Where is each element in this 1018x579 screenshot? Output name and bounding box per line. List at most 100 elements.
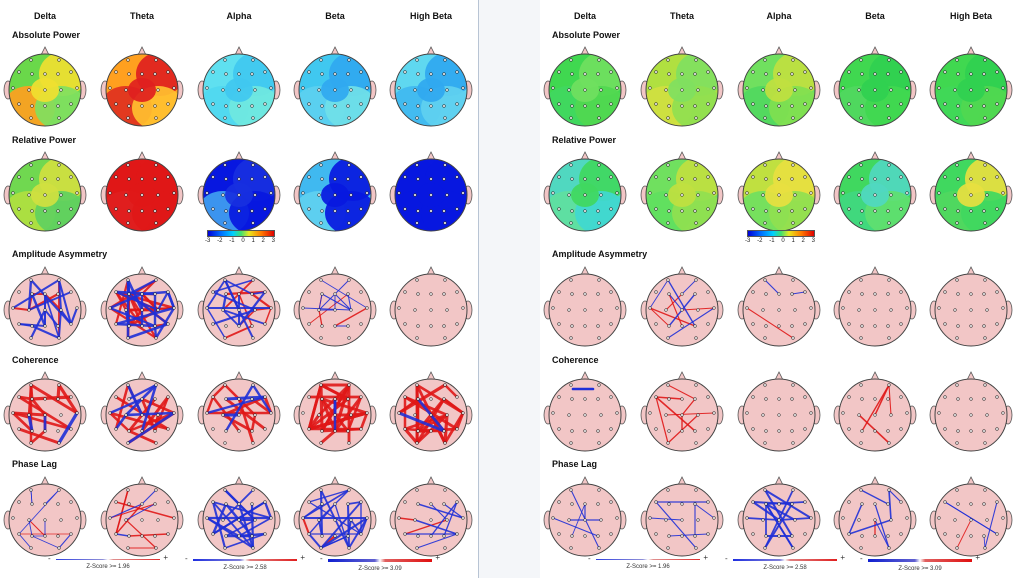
electrode: [841, 306, 845, 310]
head-svg: [543, 371, 627, 452]
connection-line: [319, 488, 324, 538]
head-alpha-coh: [197, 367, 281, 461]
electrode: [205, 191, 209, 195]
electrode: [43, 72, 47, 76]
electrode: [56, 429, 60, 433]
electrode: [403, 322, 407, 326]
electrode: [126, 336, 130, 340]
colorbar-ticks: -3 -2 -1 0 1 2 3: [205, 238, 275, 244]
connection-line: [764, 279, 780, 295]
electrode: [557, 102, 561, 106]
electrode: [43, 413, 47, 417]
electrode: [307, 175, 311, 179]
electrode: [43, 193, 47, 197]
electrode: [442, 104, 446, 108]
electrode: [859, 221, 863, 225]
electrode: [955, 278, 959, 282]
connection-line: [11, 411, 73, 431]
scalp-outline: [742, 483, 816, 557]
electrode: [841, 191, 845, 195]
electrode: [995, 207, 999, 211]
connection-line: [128, 533, 169, 537]
electrode: [320, 502, 324, 506]
head-svg: [737, 46, 821, 127]
electrode: [156, 308, 160, 312]
head-theta-coh: [640, 367, 724, 461]
electrode: [251, 163, 255, 167]
electrode: [319, 546, 323, 550]
electrode: [745, 516, 749, 520]
electrode: [333, 104, 337, 108]
electrode: [889, 193, 893, 197]
electrode: [666, 116, 670, 120]
electrode: [221, 413, 225, 417]
connection-line: [30, 395, 73, 401]
scalp-outline: [105, 483, 179, 557]
band-header-beta: Beta: [325, 11, 345, 21]
head-svg: [293, 371, 377, 452]
electrode: [873, 104, 877, 108]
electrode: [905, 86, 909, 90]
electrode: [346, 177, 350, 181]
electrode: [307, 532, 311, 536]
electrode: [985, 308, 989, 312]
electrode: [648, 516, 652, 520]
legend-line: - +: [185, 553, 305, 563]
electrode: [596, 429, 600, 433]
electrode: [790, 177, 794, 181]
electrode: [886, 397, 890, 401]
electrode: [30, 324, 34, 328]
electrode: [346, 429, 350, 433]
row-label-coherence: Coherence: [12, 355, 59, 365]
connection-line: [791, 291, 806, 295]
report-right: Delta Theta Alpha Beta High Beta Absolute Pow…: [540, 0, 1018, 578]
legend-plus: +: [840, 553, 845, 562]
electrode: [319, 58, 323, 62]
head-svg: [100, 151, 184, 232]
electrode: [221, 308, 225, 312]
electrode: [694, 546, 698, 550]
electrode: [567, 88, 571, 92]
electrode: [847, 427, 851, 431]
electrode: [667, 397, 671, 401]
electrode: [250, 429, 254, 433]
electrode: [847, 290, 851, 294]
electrode: [75, 411, 79, 415]
electrode: [596, 397, 600, 401]
scalp-outline: [298, 158, 372, 232]
head-svg: [929, 266, 1013, 347]
connection-line: [237, 502, 255, 550]
electrode: [763, 546, 767, 550]
electrode: [680, 308, 684, 312]
electrode: [1001, 411, 1005, 415]
connection-line: [224, 395, 267, 401]
electrode: [583, 193, 587, 197]
electrode: [250, 502, 254, 506]
electrode: [803, 322, 807, 326]
electrode: [211, 207, 215, 211]
electrode: [654, 207, 658, 211]
band-header-beta: Beta: [865, 11, 885, 21]
electrode: [153, 429, 157, 433]
electrode: [250, 534, 254, 538]
electrode: [899, 207, 903, 211]
legend-plus: +: [300, 553, 305, 562]
electrode: [899, 395, 903, 399]
head-theta-phase: [100, 472, 184, 566]
electrode: [126, 163, 130, 167]
electrode: [899, 500, 903, 504]
electrode: [224, 397, 228, 401]
electrode: [886, 502, 890, 506]
head-beta-absolute: [833, 42, 917, 136]
electrode: [615, 191, 619, 195]
electrode: [680, 72, 684, 76]
electrode: [745, 86, 749, 90]
electrode: [873, 502, 877, 506]
electrode: [461, 411, 465, 415]
connection-line: [18, 489, 60, 535]
electrode: [445, 518, 449, 522]
electrode: [777, 518, 781, 522]
electrode: [943, 175, 947, 179]
electrode: [429, 413, 433, 417]
electrode: [127, 104, 131, 108]
